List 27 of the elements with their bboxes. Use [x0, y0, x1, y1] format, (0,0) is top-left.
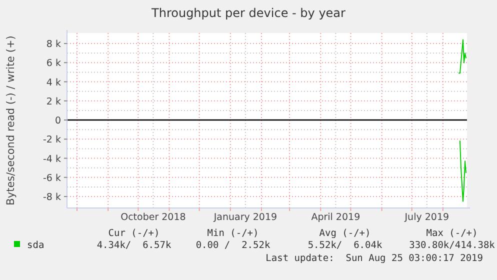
text: Min (-/+) — [207, 228, 259, 239]
text: Avg (-/+) — [319, 228, 371, 239]
x-tick-label: July 2019 — [404, 212, 450, 223]
text: 0.00 / 2.52k — [196, 240, 270, 251]
line-series — [458, 39, 466, 74]
y-tick-label: -2 k — [43, 134, 62, 146]
text: 330.80k/414.38k — [409, 240, 496, 251]
text: 5.52k/ 6.04k — [308, 240, 382, 251]
y-tick-label: 8 k — [46, 39, 62, 50]
y-tick-label: 2 k — [46, 96, 62, 108]
y-axis-title: Bytes/second read (-) / write (+) — [5, 36, 17, 206]
x-tick-label: April 2019 — [311, 212, 360, 223]
y-tick-label: 4 k — [46, 77, 62, 88]
x-tick-label: October 2018 — [120, 212, 186, 223]
y-tick-label: -6 k — [43, 172, 62, 184]
text: Last update: Sun Aug 25 03:00:17 2019 — [266, 253, 484, 264]
y-tick-label: 0 — [54, 116, 61, 127]
legend-label: sda — [27, 240, 44, 251]
text: Cur (-/+) — [108, 228, 160, 239]
y-tick-label: -4 k — [43, 154, 62, 165]
x-tick-label: January 2019 — [212, 212, 278, 223]
text: Max (-/+) — [426, 228, 478, 239]
chart-title: Throughput per device - by year — [150, 6, 346, 20]
text: 4.34k/ 6.57k — [96, 240, 172, 251]
y-tick-label: 6 k — [46, 58, 62, 70]
y-tick-label: -8 k — [43, 192, 62, 204]
line-series — [459, 140, 466, 202]
